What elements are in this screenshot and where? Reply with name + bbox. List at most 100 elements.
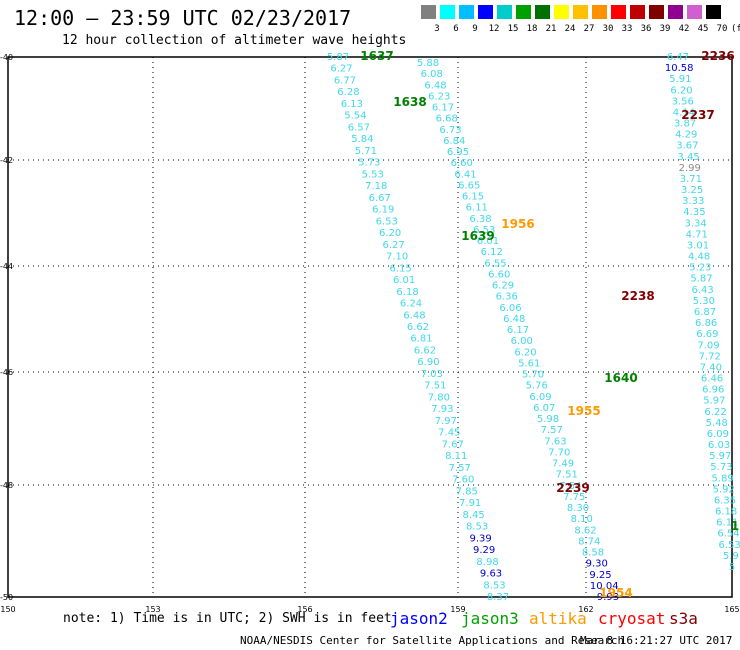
color-scale-label: 36 [640, 24, 652, 34]
swh-value: 7.49 [552, 459, 574, 470]
pass-time-label: 1956 [501, 217, 534, 231]
swh-value: 7.10 [386, 252, 408, 263]
generated-timestamp: Mar 8 16:21:27 UTC 2017 [580, 634, 733, 647]
swh-value: 6.11 [466, 203, 488, 214]
swh-value: 7.60 [452, 475, 474, 486]
swh-value: 7.09 [697, 340, 719, 351]
swh-value: 6.48 [503, 314, 525, 325]
swh-value: 7.57 [449, 463, 471, 474]
swh-value: 6.60 [451, 158, 473, 169]
color-swatch [687, 5, 702, 19]
swh-value: 6.13 [341, 99, 363, 110]
lat-label: -42 [0, 156, 13, 165]
lat-label: -46 [0, 368, 13, 377]
swh-value: 7.54 [559, 481, 581, 492]
lat-label: -50 [0, 593, 13, 602]
swh-value: 6.19 [372, 205, 394, 216]
swh-value: 5.61 [518, 358, 540, 369]
swh-value: 10.58 [665, 63, 694, 74]
color-swatch [535, 5, 550, 19]
swh-value: 9.25 [589, 570, 611, 581]
color-swatch [478, 5, 493, 19]
swh-value: 3.33 [682, 196, 704, 207]
swh-value: 8.53 [466, 522, 488, 533]
color-scale-label: 24 [564, 24, 576, 34]
swh-value: 3.71 [680, 174, 702, 185]
swh-value: 5.87 [327, 52, 349, 63]
pass-labels: 1637 1638 1956 1639 2236 2237 2238 1640 1955 2239… [360, 49, 739, 600]
swh-value: 7.45 [438, 428, 460, 439]
lon-label: 153 [145, 605, 160, 614]
swh-value: 6.86 [695, 318, 717, 329]
track-c: 6.4710.585.916.203.564.143.874.293.673.4… [665, 52, 740, 573]
swh-value: 6.12 [481, 247, 503, 258]
swh-value: 5.48 [706, 418, 728, 429]
swh-value: 7.67 [442, 439, 464, 450]
lon-label: 150 [0, 605, 15, 614]
swh-value: 7.51 [556, 470, 578, 481]
color-swatch [706, 5, 721, 19]
swh-value: 5.73 [358, 158, 380, 169]
color-swatch [649, 5, 664, 19]
swh-value: 6.38 [469, 214, 491, 225]
pass-time-label: 2239 [556, 481, 589, 495]
color-swatch [440, 5, 455, 19]
color-swatch [630, 5, 645, 19]
swh-value: 2.99 [679, 163, 701, 174]
lon-label: 162 [578, 605, 593, 614]
swh-value: 5.84 [351, 134, 373, 145]
swh-value: 6.81 [410, 334, 432, 345]
pass-time-label: 1639 [461, 229, 494, 243]
source-credit: NOAA/NESDIS Center for Satellite Applica… [240, 634, 625, 647]
swh-value: 6.17 [507, 325, 529, 336]
swh-value: 7.91 [459, 498, 481, 509]
track-a: 5.876.276.776.286.135.546.575.845.715.73… [327, 52, 509, 603]
swh-value: 10.04 [590, 581, 619, 592]
swh-value: 6.53 [719, 540, 740, 551]
swh-value: 3.01 [687, 240, 709, 251]
lon-label: 165 [724, 605, 739, 614]
color-swatch [459, 5, 474, 19]
swh-value: 7.70 [548, 447, 570, 458]
swh-value: 3.87 [674, 119, 696, 130]
pass-time-label: 1637 [360, 49, 393, 63]
swh-value: 6.01 [393, 275, 415, 286]
swh-value: 6.29 [492, 281, 514, 292]
color-scale-label: 6 [453, 24, 459, 34]
track-b: 5.886.086.486.236.176.686.736.846.956.60… [417, 58, 619, 603]
swh-value: 6.48 [424, 80, 446, 91]
swh-value: 6.20 [379, 228, 401, 239]
axis-labels: -40 -42 -44 -46 -48 -50 150 153 156 159 162 165 [0, 53, 740, 614]
swh-value: 6.65 [458, 180, 480, 191]
swh-value: 5.76 [526, 381, 548, 392]
swh-value: 4.29 [675, 130, 697, 141]
swh-value: 6.53 [473, 225, 495, 236]
swh-value: 4.35 [683, 207, 705, 218]
swh-value: 6.18 [715, 507, 737, 518]
footer-note: note: 1) Time is in UTC; 2) SWH is in fe… [63, 611, 392, 626]
pass-time-label: 1640 [604, 371, 637, 385]
pass-time-label: 2238 [621, 289, 654, 303]
swh-value: 5.91 [669, 74, 691, 85]
swh-value: 6.18 [396, 287, 418, 298]
swh-value: 6.77 [334, 75, 356, 86]
lat-label: -44 [0, 262, 13, 271]
color-swatch [497, 5, 512, 19]
pass-time-label: 1955 [567, 404, 600, 418]
swh-value: 7.51 [424, 381, 446, 392]
lon-label: 156 [297, 605, 312, 614]
swh-value: 8.53 [483, 580, 505, 591]
swh-value: 7.93 [431, 404, 453, 415]
color-scale-label: 39 [659, 24, 671, 34]
swh-value: 3.56 [672, 96, 694, 107]
swh-value: 8.74 [578, 536, 600, 547]
satellite-name: s3a [669, 609, 698, 628]
swh-value: 7.72 [699, 351, 721, 362]
swh-value: 6.43 [692, 285, 714, 296]
map-grid [7, 56, 733, 598]
swh-value: 7.03 [421, 369, 443, 380]
swh-value: 6.87 [694, 307, 716, 318]
swh-value: 6.48 [403, 310, 425, 321]
color-scale-label: 12 [488, 24, 500, 34]
